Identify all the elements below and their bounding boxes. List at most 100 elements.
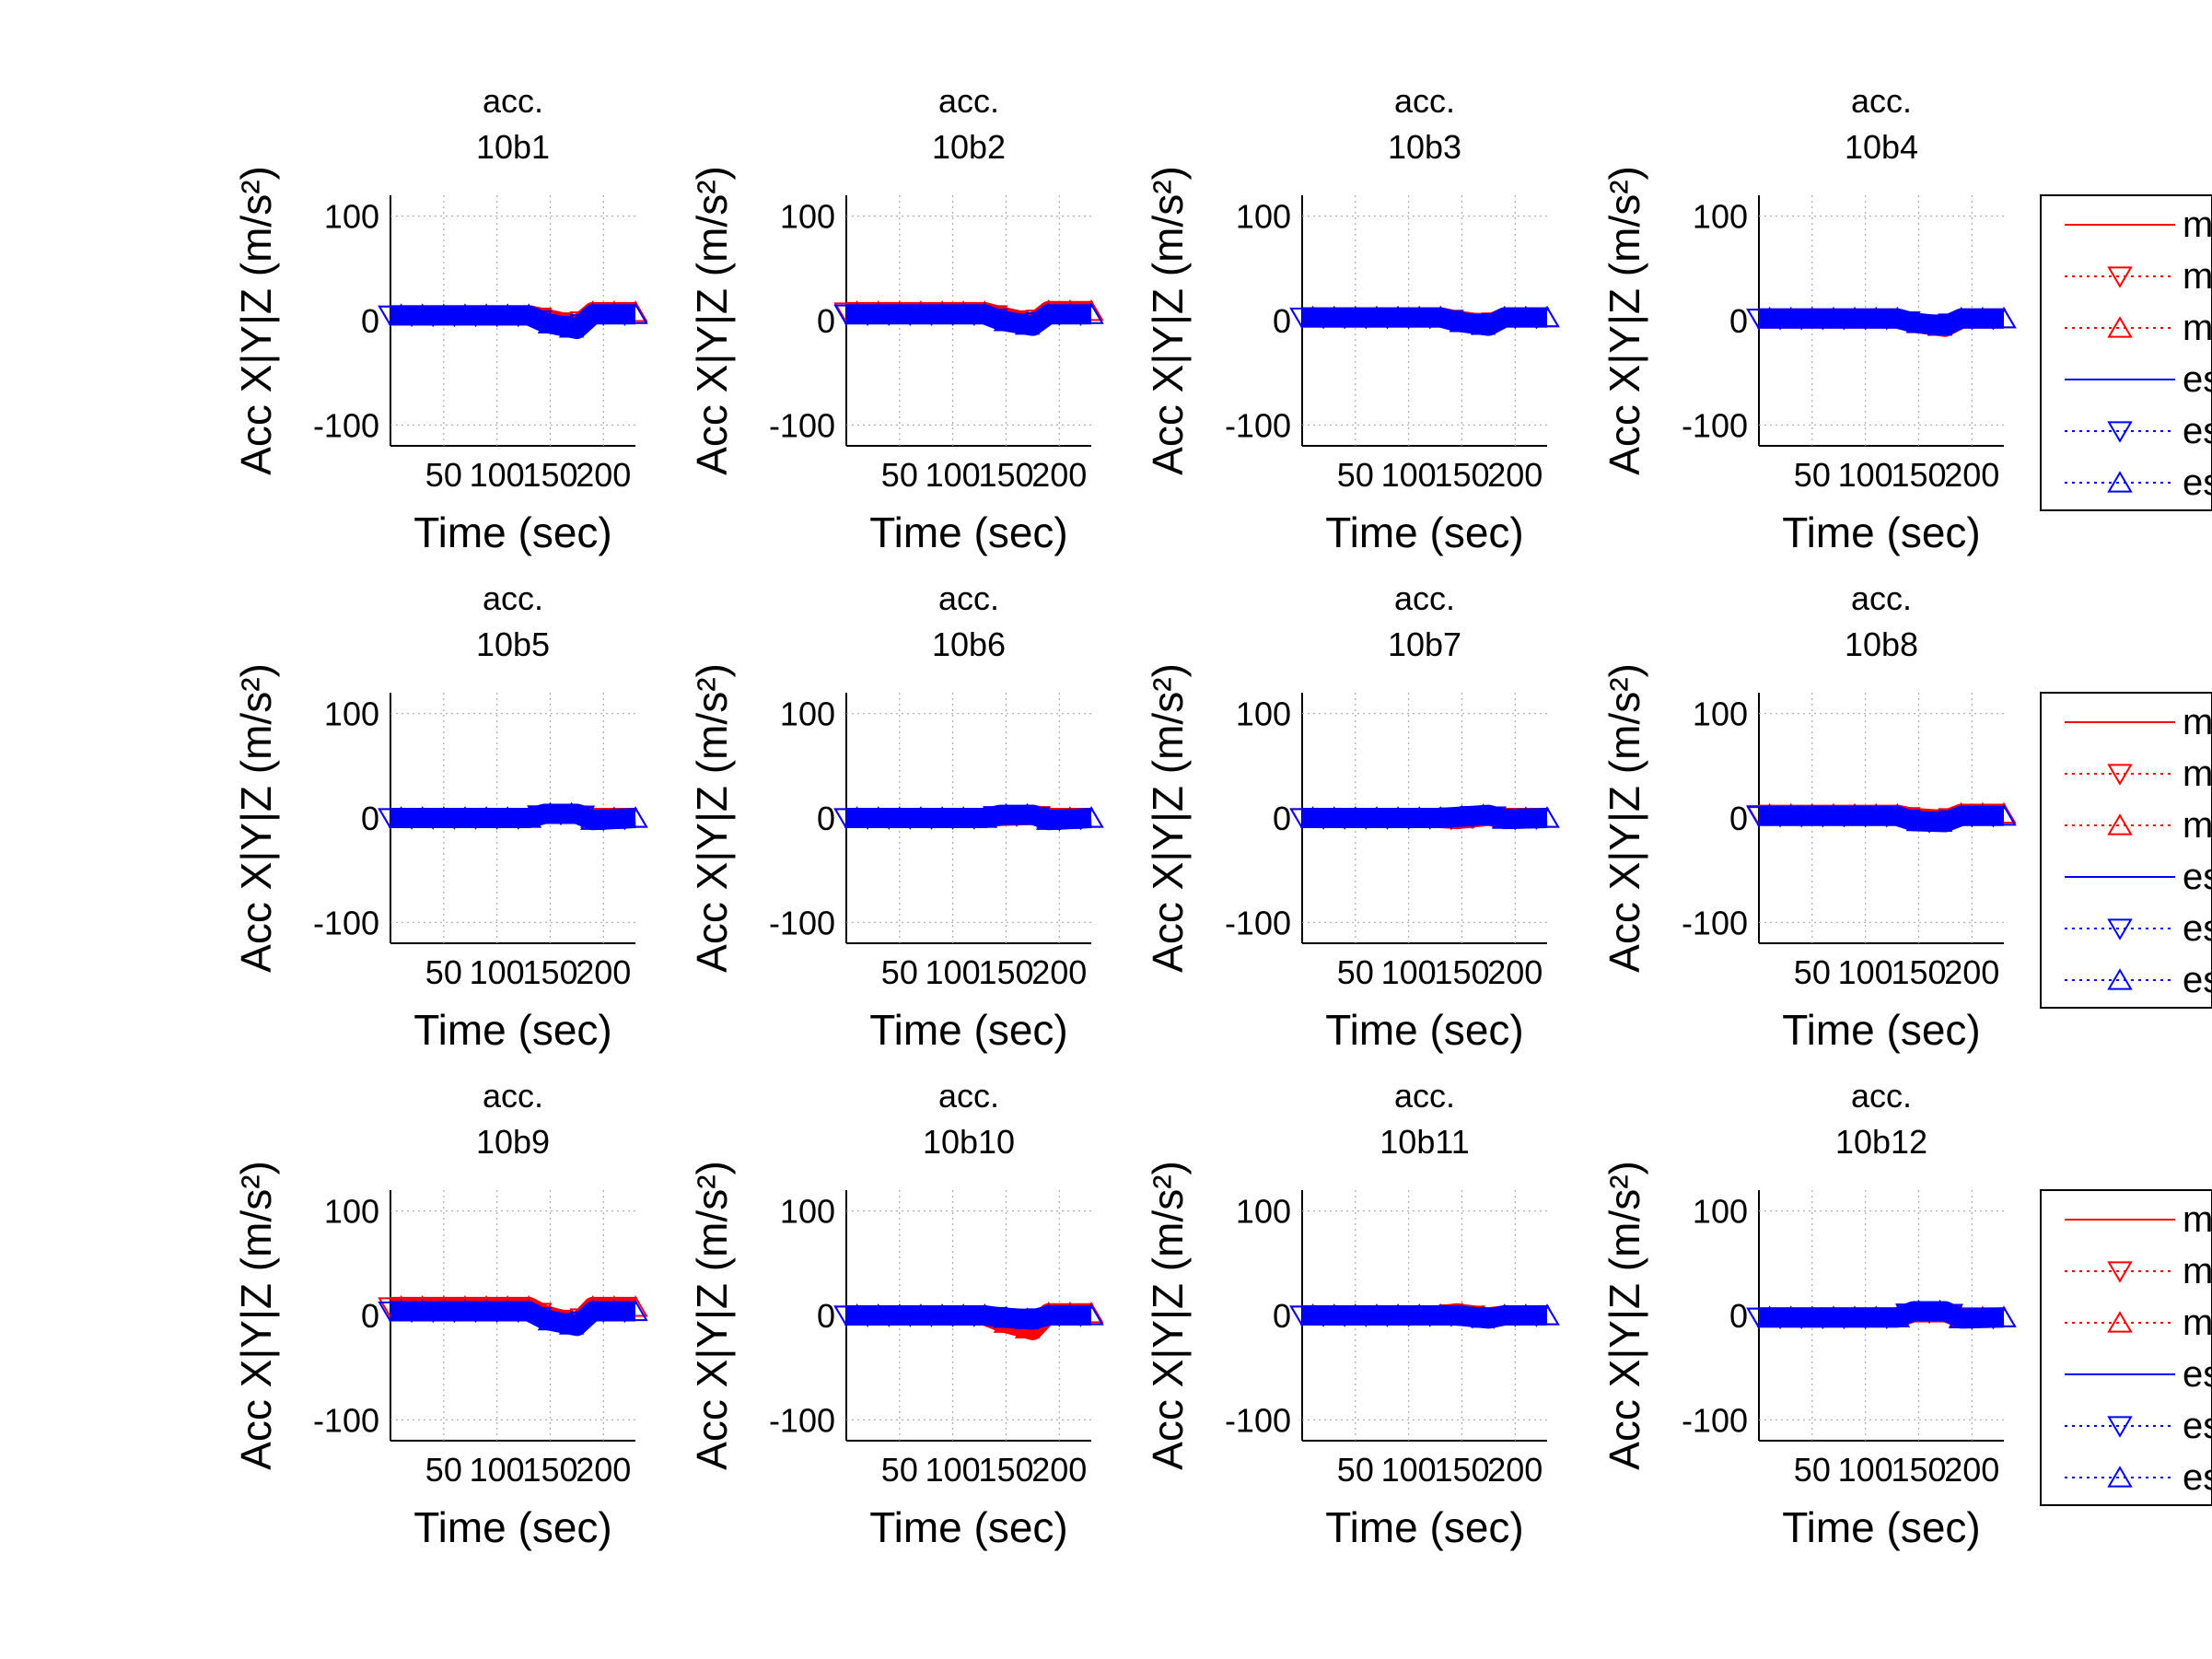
series-marker (623, 1299, 648, 1322)
y-tick-label: 0 (1273, 302, 1291, 340)
series-line-estimated (390, 803, 636, 831)
series-marker (1427, 305, 1454, 328)
x-tick-label: 200 (1944, 953, 1999, 991)
x-tick-label: 100 (1838, 953, 1893, 991)
x-tick-label: 50 (1794, 456, 1831, 494)
y-axis-label: Acc X|Y|Z (m/s²) (688, 166, 736, 475)
subplot-title-id: 10b10 (923, 1123, 1015, 1161)
x-tick-label: 50 (1337, 456, 1374, 494)
series-marker (611, 808, 638, 831)
x-tick-label: 200 (1031, 1451, 1087, 1489)
x-tick-label: 100 (470, 953, 525, 991)
y-tick-label: -100 (313, 904, 379, 941)
x-tick-label: 50 (1337, 1451, 1374, 1489)
subplot-title-prefix: acc. (938, 579, 999, 617)
y-tick-label: -100 (1225, 1401, 1291, 1439)
series-marker (623, 302, 648, 324)
legend-label: es (2183, 857, 2212, 897)
legend-marker (2107, 266, 2133, 288)
y-tick-label: 0 (817, 1297, 835, 1335)
series-marker (983, 806, 1008, 828)
y-tick-label: 0 (361, 1297, 379, 1335)
subplot-title-id: 10b5 (476, 625, 550, 663)
x-tick-label: 150 (1891, 953, 1946, 991)
x-tick-label: 200 (576, 953, 631, 991)
subplot-title-prefix: acc. (1851, 1077, 1912, 1115)
legend-label: estimated z (2183, 462, 2212, 503)
subplot-title-id: 10b3 (1388, 128, 1461, 166)
subplot-title-prefix: acc. (1394, 1077, 1455, 1115)
series-line-estimated (1759, 805, 2004, 833)
series-marker (1905, 809, 1932, 832)
x-axis-label: Time (sec) (869, 1006, 1068, 1054)
x-tick-label: 200 (1031, 953, 1087, 991)
legend-marker (2107, 968, 2133, 990)
legend-label: m (2183, 204, 2212, 245)
subplot-title-id: 10b4 (1845, 128, 1918, 166)
y-tick-label: 0 (361, 800, 379, 837)
series-marker (1078, 806, 1104, 828)
y-tick-label: -100 (1682, 1401, 1748, 1439)
series-marker (537, 1308, 564, 1331)
x-tick-label: 150 (1891, 1451, 1946, 1489)
y-axis-label: Acc X|Y|Z (m/s²) (232, 166, 280, 475)
legend-marker (2107, 471, 2133, 493)
legend-box (2040, 194, 2212, 511)
series-line-estimated (846, 804, 1092, 831)
subplot-title-prefix: acc. (1394, 579, 1455, 617)
series-marker (1991, 1305, 2017, 1327)
x-tick-label: 150 (1434, 1451, 1489, 1489)
subplot-title-id: 10b7 (1388, 625, 1461, 663)
x-tick-label: 200 (1487, 953, 1543, 991)
subplot-title-prefix: acc. (1851, 579, 1912, 617)
y-axis-label: Acc X|Y|Z (m/s²) (688, 663, 736, 973)
series-marker (1534, 305, 1560, 328)
series-line-estimated (1759, 1301, 2005, 1329)
y-tick-label: 0 (1273, 1297, 1291, 1335)
legend-label: m (2183, 256, 2212, 297)
y-tick-label: 100 (780, 1193, 835, 1231)
series-marker (569, 1311, 595, 1333)
y-axis-label: Acc X|Y|Z (m/s²) (1144, 166, 1192, 475)
legend-label: m (2183, 1303, 2212, 1343)
x-tick-label: 200 (576, 1451, 631, 1489)
legend-label: m (2183, 1251, 2212, 1291)
subplot-title-id: 10b2 (932, 128, 1006, 166)
series-marker (569, 314, 595, 336)
x-tick-label: 200 (1031, 456, 1087, 494)
legend-marker (2107, 1311, 2133, 1333)
legend-box (2040, 1189, 2212, 1506)
x-axis-label: Time (sec) (1325, 508, 1524, 556)
y-axis-label: Acc X|Y|Z (m/s²) (1144, 1161, 1192, 1470)
series-marker (1449, 1303, 1475, 1326)
subplot-title-prefix: acc. (483, 82, 543, 120)
legend-row-2: mmmesesestimated z (2040, 692, 2212, 1009)
x-tick-label: 100 (1838, 1451, 1893, 1489)
y-tick-label: 100 (1693, 198, 1748, 236)
y-tick-label: 0 (817, 800, 835, 837)
y-tick-label: 0 (1273, 800, 1291, 837)
series-line-estimated (390, 304, 635, 340)
series-line-estimated (390, 1301, 635, 1337)
subplot-title-id: 10b12 (1835, 1123, 1927, 1161)
series-marker (1938, 313, 1963, 335)
series-marker (1927, 1299, 1953, 1322)
x-tick-label: 200 (1944, 1451, 1999, 1489)
legend-label: es (2183, 411, 2212, 451)
legend-marker (2107, 764, 2133, 786)
y-axis-label: Acc X|Y|Z (m/s²) (1601, 166, 1648, 475)
y-tick-label: 0 (361, 302, 379, 340)
y-tick-label: 0 (817, 302, 835, 340)
series-line-estimated (1302, 804, 1548, 830)
x-tick-label: 100 (926, 456, 981, 494)
x-tick-label: 50 (881, 1451, 918, 1489)
subplot-title-id: 10b11 (1380, 1123, 1469, 1161)
series-line-estimated (1302, 1305, 1547, 1329)
x-tick-label: 100 (926, 1451, 981, 1489)
x-axis-label: Time (sec) (413, 1503, 612, 1551)
legend-row-3: mmmesesestimated z (2040, 1189, 2212, 1506)
